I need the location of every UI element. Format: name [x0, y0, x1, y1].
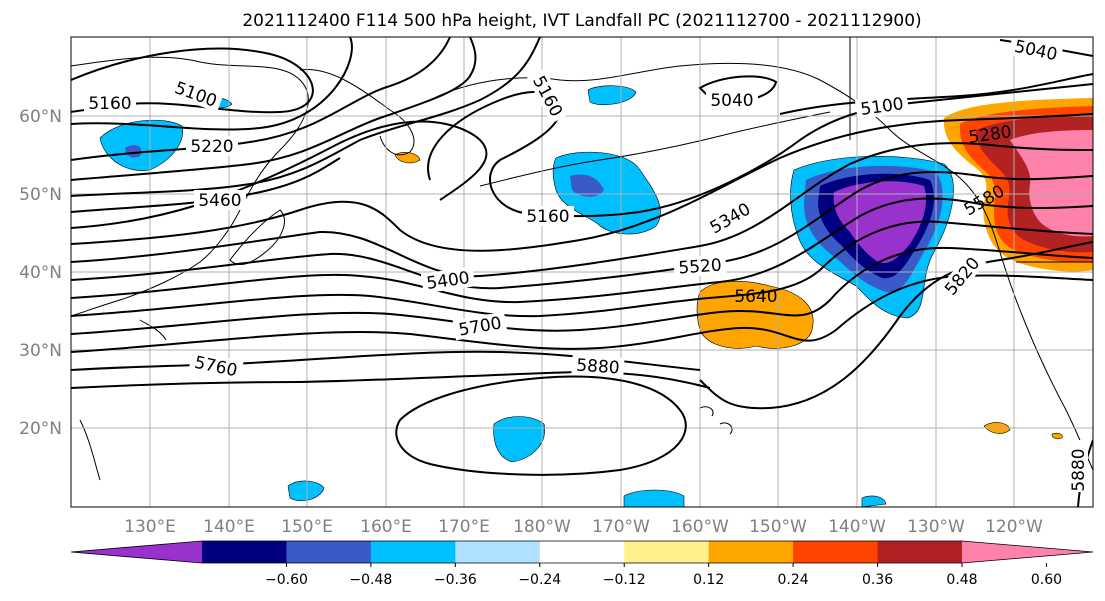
coastline-hawaii [699, 406, 733, 435]
longitude-labels: 130°E 140°E 150°E 160°E 170°E 180°W 170°… [124, 517, 1043, 537]
ivt-region-subtropical-far-east [1051, 432, 1063, 440]
colorbar-segment [877, 541, 963, 563]
contour-label: 5160 [526, 207, 569, 227]
contour-5460-east [71, 197, 1093, 304]
contour-5580 [71, 246, 1093, 335]
colorbar-segment [539, 541, 625, 563]
colorbar-tick-label: −0.12 [603, 572, 646, 588]
lon-label: 140°E [203, 517, 255, 537]
colorbar-tick-label: 0.12 [693, 572, 724, 588]
contour-5280 [71, 113, 1093, 252]
colorbar-outline [70, 540, 1094, 564]
lon-label: 130°E [124, 517, 176, 537]
lon-label: 150°E [281, 517, 333, 537]
contour-5220 [71, 37, 451, 161]
contour-5400 [71, 171, 1093, 290]
contour-label: 5880 [576, 356, 621, 379]
lon-label: 170°E [438, 517, 490, 537]
contour-5340-west [71, 37, 541, 197]
lat-label: 60°N [19, 107, 62, 127]
contour-label: 5460 [198, 191, 241, 211]
lat-label: 30°N [19, 341, 62, 361]
colorbar-segment [455, 541, 541, 563]
lon-label: 150°W [749, 517, 807, 537]
colorbar-segment [202, 541, 287, 563]
colorbar-segment [624, 541, 710, 563]
ivt-core-japan-sea [125, 145, 142, 158]
contour-5160-west [71, 37, 353, 131]
contour-label: 5160 [88, 94, 131, 114]
ivt-region-south-central [623, 489, 685, 507]
coastline-pacific-islands [79, 319, 167, 481]
contour-5100-east [779, 73, 1093, 115]
ivt-core-north-pacific [570, 174, 604, 197]
contour-label: 5640 [734, 287, 777, 307]
lat-label: 40°N [19, 263, 62, 283]
ivt-region-south-west [287, 480, 325, 501]
map-panel: 5160 5100 5220 5460 5160 5040 5100 5040 … [19, 34, 1094, 537]
contour-5280-west [71, 37, 477, 181]
lat-label: 20°N [19, 419, 62, 439]
colorbar-tick-label: −0.48 [349, 572, 392, 588]
contour-5340 [71, 142, 1093, 278]
lon-label: 170°W [592, 517, 650, 537]
contour-5880-central [395, 375, 687, 476]
colorbar-segment [962, 541, 1093, 563]
ivt-region-south-east [861, 495, 887, 507]
colorbar-tick-label: 0.48 [946, 572, 977, 588]
lon-label: 160°E [360, 517, 412, 537]
colorbar-tick-label: 0.24 [778, 572, 809, 588]
colorbar-tick-label: 0.36 [862, 572, 893, 588]
coastline-aleutians [479, 111, 831, 187]
lon-label: 180°W [513, 517, 571, 537]
colorbar-segment [71, 541, 202, 563]
contour-label: 5520 [678, 256, 723, 279]
latitude-labels: 60°N 50°N 40°N 30°N 20°N [19, 107, 62, 439]
map-title: 2021112400 F114 500 hPa height, IVT Land… [242, 11, 921, 31]
contour-label: 5880 [1069, 448, 1089, 491]
colorbar-ticks: −0.60 −0.48 −0.36 −0.24 −0.12 0.12 0.24 0.36 0.4… [265, 563, 1062, 588]
colorbar-segments [70, 540, 1094, 564]
contour-5760 [71, 370, 711, 389]
contour-5520 [71, 220, 1093, 318]
colorbar-tick-label: −0.24 [518, 572, 561, 588]
contour-5820 [699, 241, 1093, 410]
lon-label: 140°W [828, 517, 886, 537]
contour-label: 5220 [190, 137, 233, 157]
map-frame [70, 36, 1094, 508]
lon-label: 130°W [907, 517, 965, 537]
colorbar-segment [708, 541, 794, 563]
ivt-region-japan-sea [99, 119, 183, 171]
contour-5460 [71, 120, 488, 229]
ivt-region-bering [587, 85, 637, 105]
colorbar-segment [286, 541, 372, 563]
lon-label: 160°W [671, 517, 729, 537]
colorbar: −0.60 −0.48 −0.36 −0.24 −0.12 0.12 0.24 0.36 0.4… [70, 540, 1094, 588]
lon-label: 120°W [985, 517, 1043, 537]
ivt-level-3-pnw [1010, 130, 1093, 237]
lat-label: 50°N [19, 185, 62, 205]
colorbar-segment [793, 541, 879, 563]
colorbar-tick-label: 0.60 [1031, 572, 1062, 588]
colorbar-tick-label: −0.36 [434, 572, 477, 588]
contour-label: 5040 [710, 91, 753, 111]
colorbar-tick-label: −0.60 [265, 572, 308, 588]
colorbar-segment [370, 541, 456, 563]
